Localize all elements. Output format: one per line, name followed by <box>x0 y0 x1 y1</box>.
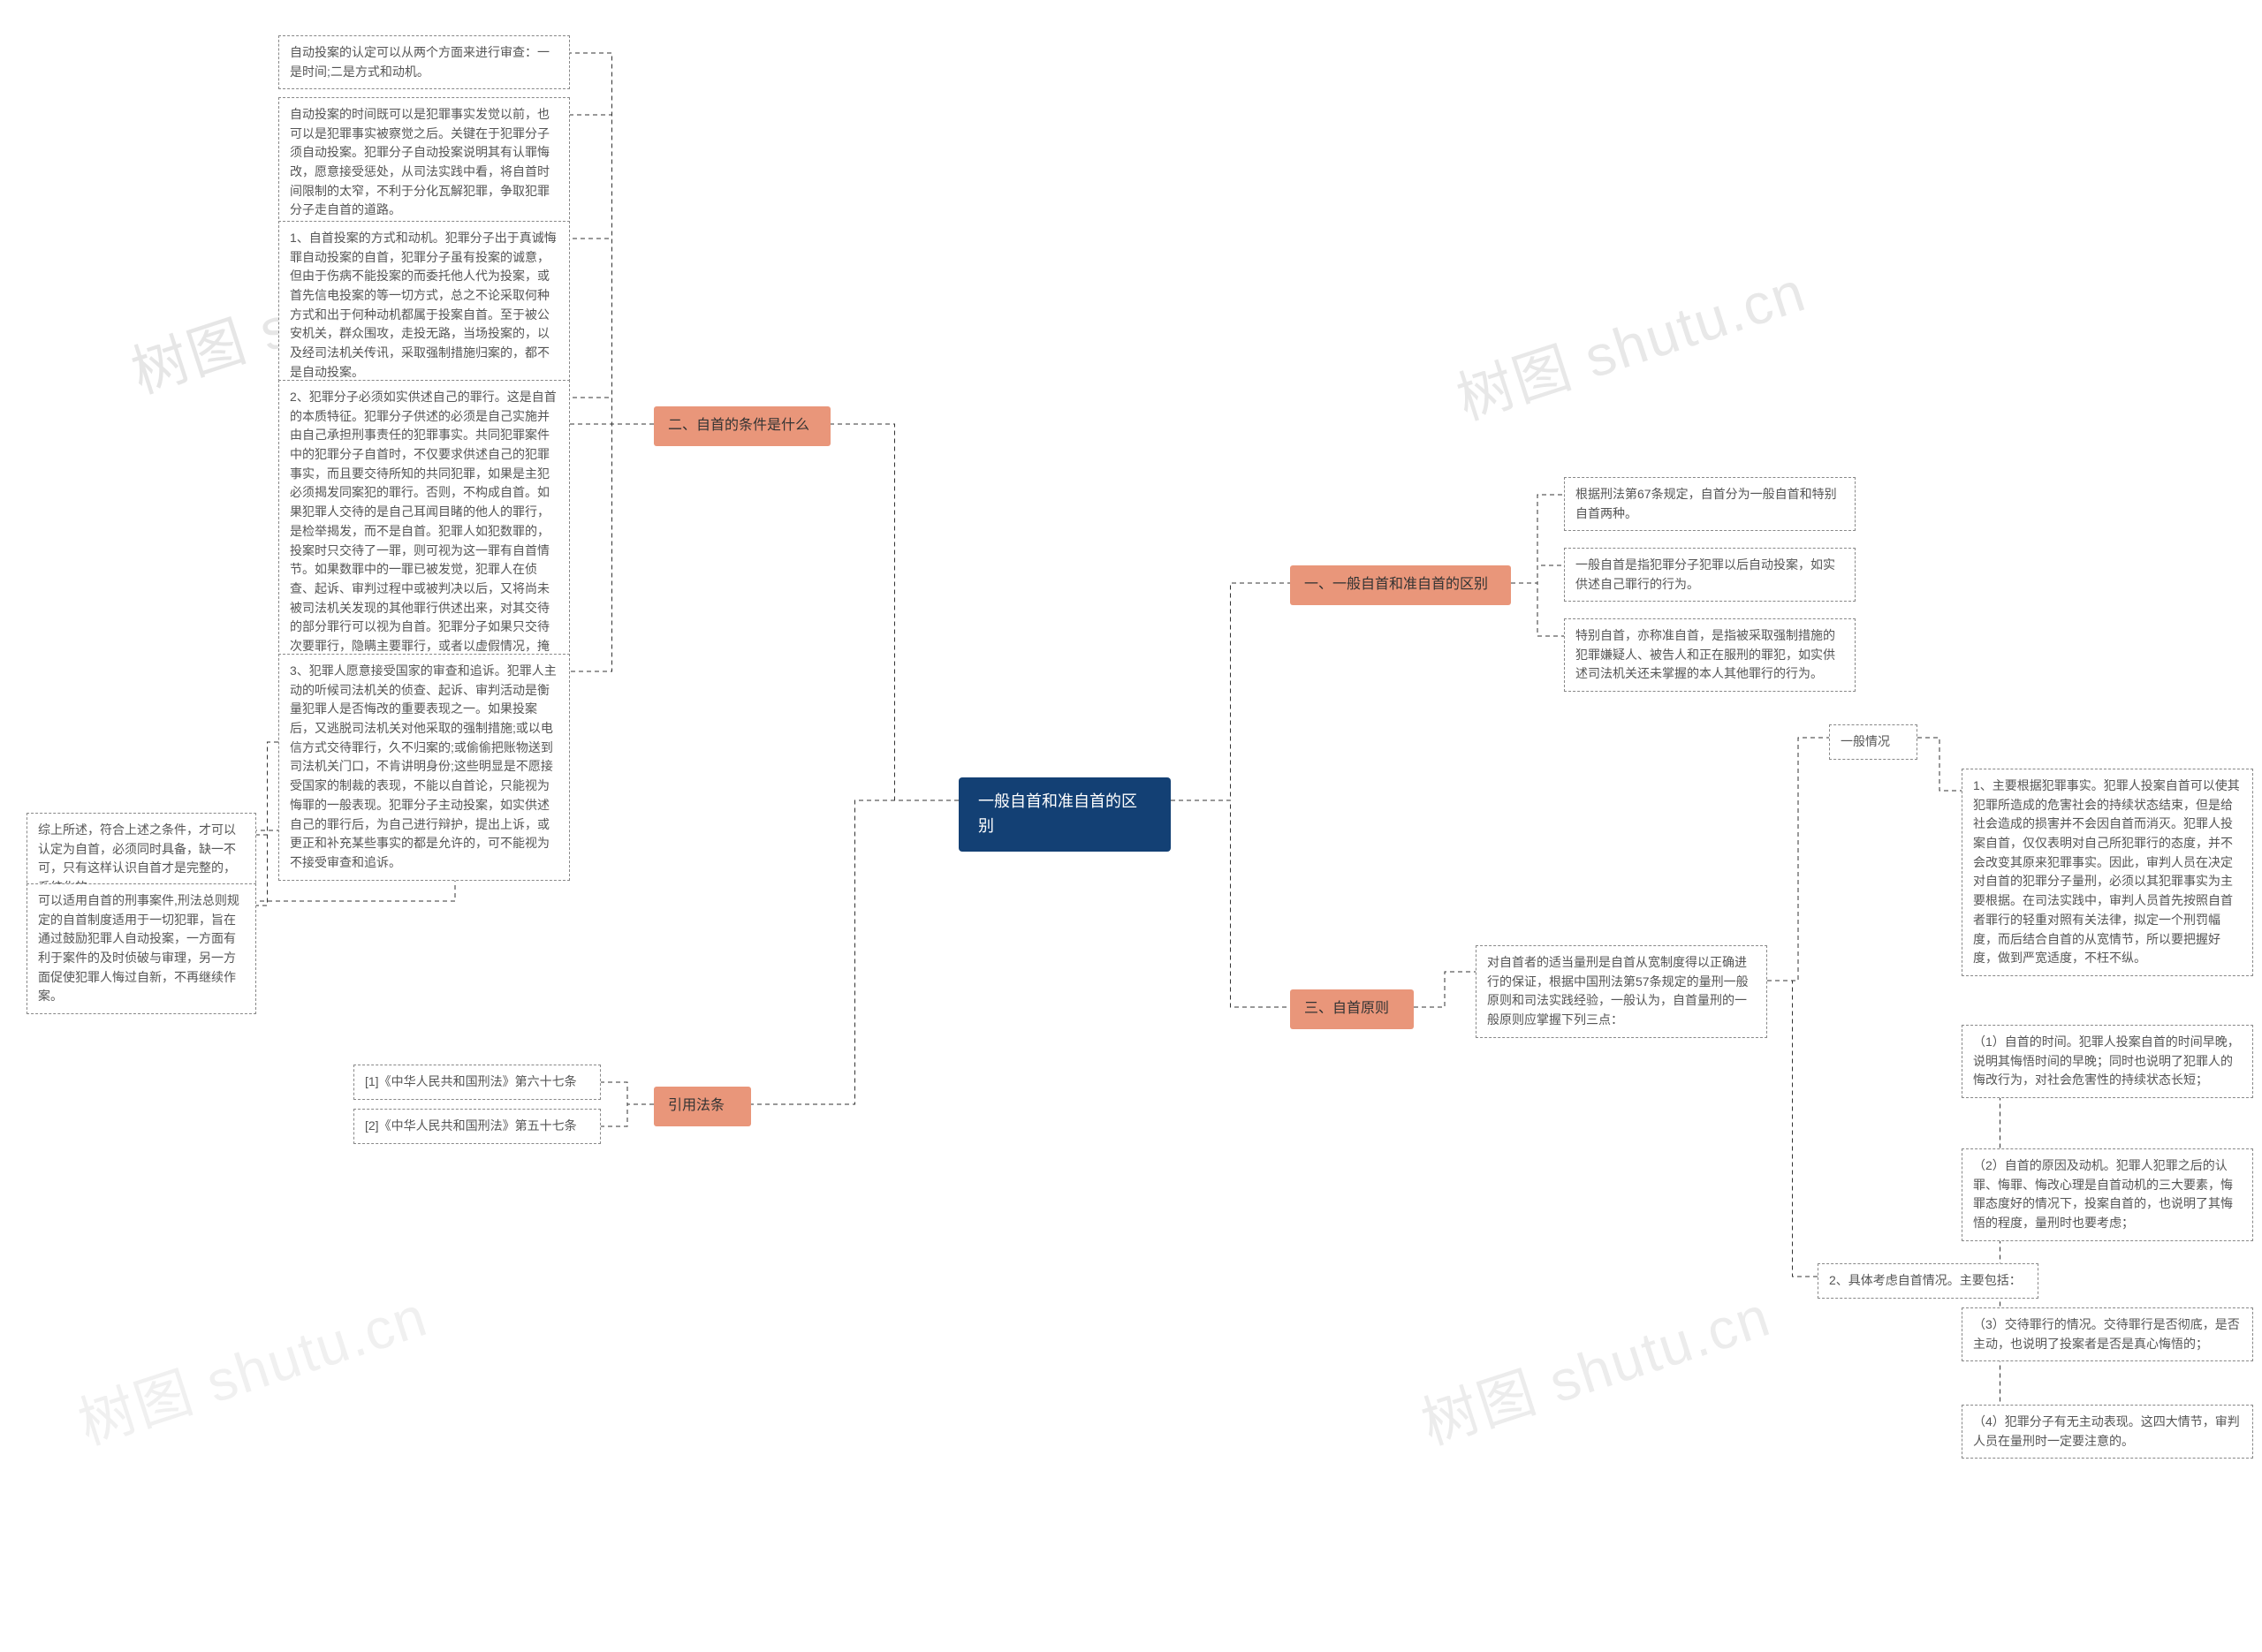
leaf-node: （1）自首的时间。犯罪人投案自首的时间早晚，说明其悔悟时间的早晚；同时也说明了犯… <box>1962 1025 2253 1098</box>
branch-node: 一、一般自首和准自首的区别 <box>1290 565 1511 605</box>
leaf-node: 可以适用自首的刑事案件,刑法总则规定的自首制度适用于一切犯罪，旨在通过鼓励犯罪人… <box>27 883 256 1014</box>
leaf-node: （3）交待罪行的情况。交待罪行是否彻底，是否主动，也说明了投案者是否是真心悔悟的… <box>1962 1307 2253 1361</box>
leaf-node: 对自首者的适当量刑是自首从宽制度得以正确进行的保证，根据中国刑法第57条规定的量… <box>1476 945 1767 1038</box>
root-node: 一般自首和准自首的区别 <box>959 777 1171 852</box>
leaf-node: （2）自首的原因及动机。犯罪人犯罪之后的认罪、悔罪、悔改心理是自首动机的三大要素… <box>1962 1148 2253 1241</box>
leaf-node: 特别自首，亦称准自首，是指被采取强制措施的犯罪嫌疑人、被告人和正在服刑的罪犯，如… <box>1564 618 1856 692</box>
leaf-node: 根据刑法第67条规定，自首分为一般自首和特别自首两种。 <box>1564 477 1856 531</box>
leaf-node: 一般自首是指犯罪分子犯罪以后自动投案，如实供述自己罪行的行为。 <box>1564 548 1856 602</box>
leaf-node: （4）犯罪分子有无主动表现。这四大情节，审判人员在量刑时一定要注意的。 <box>1962 1405 2253 1459</box>
branch-node: 二、自首的条件是什么 <box>654 406 831 446</box>
watermark: 树图 shutu.cn <box>1446 246 1815 436</box>
branch-node: 三、自首原则 <box>1290 989 1414 1029</box>
mindmap-canvas: 树图 shutu.cn 树图 shutu.cn 树图 shutu.cn 树图 s… <box>0 0 2262 1652</box>
leaf-node: [2]《中华人民共和国刑法》第五十七条 <box>353 1109 601 1144</box>
leaf-node: 1、主要根据犯罪事实。犯罪人投案自首可以使其犯罪所造成的危害社会的持续状态结束，… <box>1962 769 2253 976</box>
leaf-node: 自动投案的认定可以从两个方面来进行审查：一是时间;二是方式和动机。 <box>278 35 570 89</box>
leaf-node: 自动投案的时间既可以是犯罪事实发觉以前，也可以是犯罪事实被察觉之后。关键在于犯罪… <box>278 97 570 228</box>
sub-node: 一般情况 <box>1829 724 1917 760</box>
watermark: 树图 shutu.cn <box>67 1271 436 1460</box>
leaf-node: [1]《中华人民共和国刑法》第六十七条 <box>353 1065 601 1100</box>
leaf-node: 3、犯罪人愿意接受国家的审查和追诉。犯罪人主动的听候司法机关的侦查、起诉、审判活… <box>278 654 570 881</box>
leaf-node: 2、犯罪分子必须如实供述自己的罪行。这是自首的本质特征。犯罪分子供述的必须是自己… <box>278 380 570 683</box>
branch-node: 引用法条 <box>654 1087 751 1126</box>
watermark: 树图 shutu.cn <box>1410 1271 1780 1460</box>
leaf-node: 1、自首投案的方式和动机。犯罪分子出于真诚悔罪自动投案的自首，犯罪分子虽有投案的… <box>278 221 570 390</box>
sub-node: 2、具体考虑自首情况。主要包括： <box>1818 1263 2038 1299</box>
